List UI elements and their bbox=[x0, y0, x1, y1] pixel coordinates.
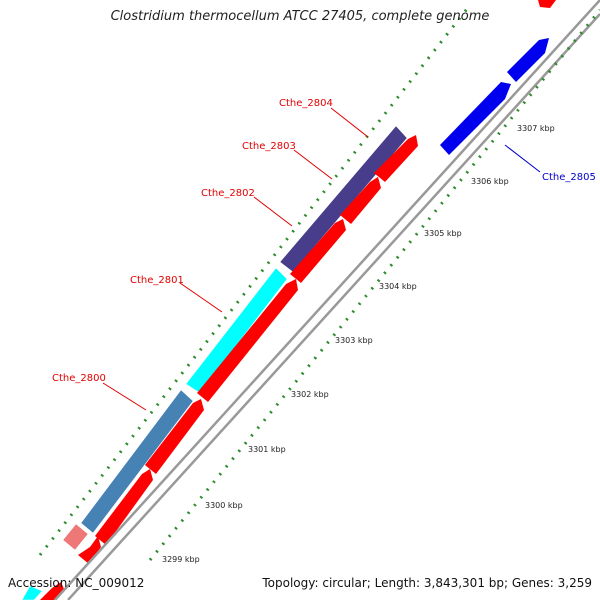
cds-arrow-top[interactable] bbox=[538, 0, 556, 8]
callout-cthe-2805 bbox=[504, 144, 541, 173]
kbp-label: 3305 kbp bbox=[424, 229, 462, 238]
kbp-label: 3306 kbp bbox=[471, 177, 509, 186]
cds-arrow[interactable] bbox=[197, 279, 298, 402]
cds-track bbox=[40, 0, 556, 600]
accession-text: Accession: NC_009012 bbox=[8, 576, 145, 590]
cds-arrow[interactable] bbox=[290, 219, 346, 283]
kbp-label: 3304 kbp bbox=[379, 282, 417, 291]
backbone-outer bbox=[54, 0, 600, 600]
gene-cthe-2805[interactable] bbox=[440, 82, 511, 155]
map-title: Clostridium thermocellum ATCC 27405, com… bbox=[110, 9, 490, 24]
kbp-label: 3307 kbp bbox=[517, 124, 555, 133]
outer-tick-ring bbox=[38, 4, 472, 556]
cds-arrow[interactable] bbox=[374, 135, 418, 182]
inner-tick-ring bbox=[148, 9, 600, 561]
kbp-labels: 3299 kbp 3300 kbp 3301 kbp 3302 kbp 3303… bbox=[162, 124, 555, 564]
callout-cthe-2802 bbox=[253, 196, 293, 227]
gene-cthe-2802-2804[interactable] bbox=[279, 125, 408, 273]
kbp-label: 3302 kbp bbox=[291, 390, 329, 399]
topology-text: Topology: circular; Length: 3,843,301 bp… bbox=[262, 576, 592, 590]
cds-arrow[interactable] bbox=[145, 399, 204, 474]
callout-cthe-2804 bbox=[330, 107, 369, 138]
gene-cthe-2800-upstream-pink[interactable] bbox=[62, 523, 89, 551]
gene-cthe-2801[interactable] bbox=[185, 267, 288, 394]
callout-cthe-2803 bbox=[293, 149, 333, 180]
kbp-label: 3301 kbp bbox=[248, 445, 286, 454]
callout-cthe-2801 bbox=[179, 282, 223, 313]
label-cthe-2801[interactable]: Cthe_2801 bbox=[130, 275, 184, 286]
label-cthe-2802[interactable]: Cthe_2802 bbox=[201, 188, 255, 199]
kbp-label: 3303 kbp bbox=[335, 336, 373, 345]
label-cthe-2800[interactable]: Cthe_2800 bbox=[52, 373, 106, 384]
cds-arrow[interactable] bbox=[340, 177, 381, 224]
cds-arrow[interactable] bbox=[95, 469, 153, 545]
kbp-label: 3299 kbp bbox=[162, 555, 200, 564]
gene-labels: Cthe_2800 Cthe_2801 Cthe_2802 Cthe_2803 … bbox=[52, 98, 596, 384]
label-cthe-2803[interactable]: Cthe_2803 bbox=[242, 141, 296, 152]
backbone-inner bbox=[67, 13, 600, 600]
callout-lines bbox=[102, 107, 541, 411]
label-cthe-2804[interactable]: Cthe_2804 bbox=[279, 98, 333, 109]
label-cthe-2805[interactable]: Cthe_2805 bbox=[542, 172, 596, 183]
reverse-cds-arrow[interactable] bbox=[507, 38, 549, 82]
gene-bottom-cyan-fragment[interactable] bbox=[21, 585, 43, 600]
gene-cthe-2800[interactable] bbox=[80, 389, 194, 534]
callout-cthe-2800 bbox=[102, 382, 147, 411]
gene-track bbox=[21, 125, 408, 600]
reverse-cds-track bbox=[440, 38, 549, 155]
kbp-label: 3300 kbp bbox=[205, 501, 243, 510]
cds-arrow[interactable] bbox=[78, 536, 101, 564]
